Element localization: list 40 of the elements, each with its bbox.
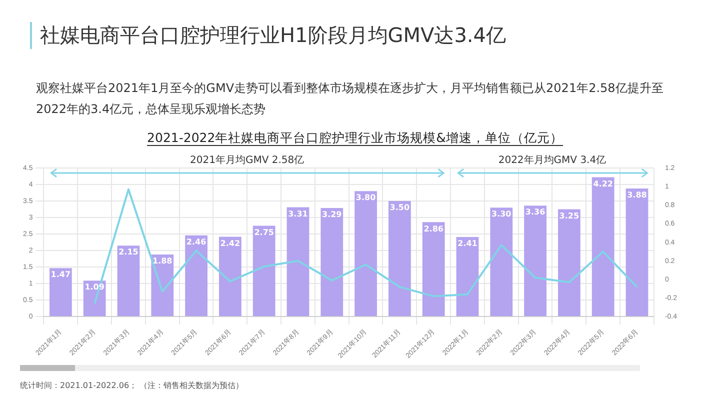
text: 2022年月均GMV 3.4亿 — [497, 154, 608, 167]
bar — [524, 206, 546, 316]
data-label: 3.25 — [559, 211, 580, 220]
data-label: 1.88 — [152, 256, 173, 266]
bar — [252, 226, 276, 316]
bar — [626, 188, 648, 316]
chart-subtitle: 观察社媒平台2021年1月至今的GMV走势可以看到整体市场规模在逐步扩大，月平均销售额已从2021年2.58亿提升至2022年的3.4亿元，总体呈现乐观增长态势 — [36, 80, 664, 118]
bar — [354, 191, 377, 316]
data-label: 2.86 — [424, 224, 444, 234]
text: 2021年月均GMV 2.58亿 — [189, 154, 306, 167]
data-label: 2.42 — [220, 238, 240, 248]
data-label: 3.31 — [288, 209, 308, 218]
data-label: 3.36 — [525, 208, 546, 217]
bar — [218, 236, 242, 316]
bar — [185, 235, 208, 316]
data-label: 2.15 — [118, 248, 139, 257]
text: 2021-2022年社媒电商平台口腔护理行业市场规模&增速，单位（亿元） — [147, 130, 563, 146]
data-label: 3.50 — [390, 203, 410, 212]
bar — [49, 268, 72, 316]
bar — [422, 222, 445, 316]
data-label: 3.80 — [356, 193, 376, 202]
data-label: 3.88 — [627, 190, 648, 200]
data-label: 2.75 — [254, 228, 274, 237]
data-label: 3.29 — [322, 210, 342, 220]
bar — [320, 208, 344, 316]
data-label: 1.47 — [50, 270, 71, 280]
data-label: 3.30 — [492, 210, 512, 219]
data-label: 1.09 — [84, 282, 105, 292]
bar — [592, 177, 614, 316]
data-label: 2.41 — [458, 239, 478, 248]
bar — [388, 201, 411, 316]
bar — [117, 246, 140, 316]
data-label: 2.46 — [186, 237, 207, 246]
data-label: 4.22 — [593, 179, 613, 188]
bar — [456, 237, 479, 316]
chart-title: 社媒电商平台口腔护理行业H1阶段月均GMV达3.4亿 — [30, 22, 506, 49]
text: 统计时间：2021.01-2022.06； （注：销售相关数据为预估） — [20, 381, 244, 390]
bar — [558, 209, 580, 316]
bar — [490, 208, 513, 316]
bar — [286, 207, 310, 316]
